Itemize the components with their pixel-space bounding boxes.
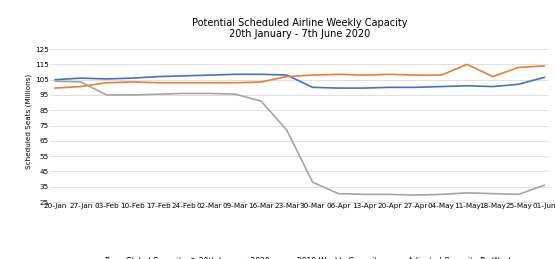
2019 Weekly Capacity [129, 80, 135, 83]
2019 Weekly Capacity [103, 81, 110, 84]
Base Global Capacity @ 20th January 2020 [129, 77, 135, 80]
2019 Weekly Capacity [180, 81, 187, 84]
Adjusted Capacity By Week [180, 92, 187, 95]
2019 Weekly Capacity [412, 74, 419, 77]
Adjusted Capacity By Week [258, 99, 264, 103]
Adjusted Capacity By Week [361, 193, 367, 196]
Adjusted Capacity By Week [206, 92, 213, 95]
Base Global Capacity @ 20th January 2020 [464, 84, 471, 87]
Y-axis label: Scheduled Seats (Millions): Scheduled Seats (Millions) [26, 74, 32, 169]
Base Global Capacity @ 20th January 2020 [284, 74, 290, 77]
Base Global Capacity @ 20th January 2020 [438, 85, 445, 88]
Base Global Capacity @ 20th January 2020 [78, 77, 84, 80]
Base Global Capacity @ 20th January 2020 [52, 78, 58, 81]
2019 Weekly Capacity [258, 80, 264, 83]
Base Global Capacity @ 20th January 2020 [155, 75, 162, 78]
2019 Weekly Capacity [206, 81, 213, 84]
Base Global Capacity @ 20th January 2020 [309, 86, 316, 89]
2019 Weekly Capacity [490, 75, 496, 78]
Base Global Capacity @ 20th January 2020 [386, 86, 393, 89]
Adjusted Capacity By Week [438, 193, 445, 196]
Base Global Capacity @ 20th January 2020 [258, 73, 264, 76]
Adjusted Capacity By Week [232, 93, 239, 96]
Line: Base Global Capacity @ 20th January 2020: Base Global Capacity @ 20th January 2020 [55, 74, 544, 88]
Adjusted Capacity By Week [52, 80, 58, 83]
Adjusted Capacity By Week [541, 184, 548, 187]
Adjusted Capacity By Week [129, 93, 135, 97]
2019 Weekly Capacity [464, 63, 471, 66]
2019 Weekly Capacity [232, 81, 239, 84]
Base Global Capacity @ 20th January 2020 [412, 86, 419, 89]
Adjusted Capacity By Week [335, 192, 342, 195]
Base Global Capacity @ 20th January 2020 [361, 87, 367, 90]
Base Global Capacity @ 20th January 2020 [541, 76, 548, 79]
Base Global Capacity @ 20th January 2020 [103, 77, 110, 81]
Base Global Capacity @ 20th January 2020 [180, 74, 187, 77]
Adjusted Capacity By Week [103, 93, 110, 97]
Adjusted Capacity By Week [284, 128, 290, 132]
Title: Potential Scheduled Airline Weekly Capacity
20th January - 7th June 2020: Potential Scheduled Airline Weekly Capac… [192, 18, 407, 39]
Base Global Capacity @ 20th January 2020 [490, 85, 496, 88]
Base Global Capacity @ 20th January 2020 [232, 73, 239, 76]
2019 Weekly Capacity [515, 66, 522, 69]
Adjusted Capacity By Week [412, 193, 419, 197]
Line: Adjusted Capacity By Week: Adjusted Capacity By Week [55, 81, 544, 195]
2019 Weekly Capacity [438, 74, 445, 77]
2019 Weekly Capacity [284, 75, 290, 78]
2019 Weekly Capacity [386, 73, 393, 76]
Legend: Base Global Capacity @ 20th January 2020, 2019 Weekly Capacity, Adjusted Capacit: Base Global Capacity @ 20th January 2020… [83, 254, 516, 259]
Adjusted Capacity By Week [464, 191, 471, 195]
2019 Weekly Capacity [52, 87, 58, 90]
2019 Weekly Capacity [335, 73, 342, 76]
Base Global Capacity @ 20th January 2020 [515, 83, 522, 86]
Adjusted Capacity By Week [515, 193, 522, 196]
2019 Weekly Capacity [361, 74, 367, 77]
Line: 2019 Weekly Capacity: 2019 Weekly Capacity [55, 64, 544, 88]
Adjusted Capacity By Week [309, 181, 316, 184]
Adjusted Capacity By Week [490, 192, 496, 195]
2019 Weekly Capacity [155, 81, 162, 84]
Base Global Capacity @ 20th January 2020 [206, 74, 213, 77]
Adjusted Capacity By Week [78, 80, 84, 83]
2019 Weekly Capacity [541, 64, 548, 67]
Adjusted Capacity By Week [386, 193, 393, 196]
2019 Weekly Capacity [309, 74, 316, 77]
Base Global Capacity @ 20th January 2020 [335, 87, 342, 90]
Adjusted Capacity By Week [155, 93, 162, 96]
2019 Weekly Capacity [78, 85, 84, 88]
